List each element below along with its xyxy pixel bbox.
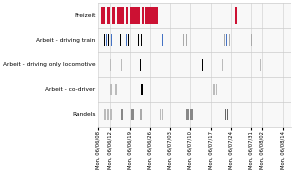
Bar [162,109,163,120]
Bar [229,34,230,46]
Bar [107,109,108,120]
Bar [121,59,122,71]
Bar [160,109,161,120]
Bar [112,7,115,24]
Bar [225,109,226,120]
Bar [104,34,105,46]
Bar [142,7,144,24]
Bar [101,7,105,24]
Bar [106,34,107,46]
Bar [145,7,158,24]
Bar [235,7,237,24]
Bar [141,84,143,95]
Bar [110,109,111,120]
Bar [140,59,141,71]
Bar [128,34,129,46]
Bar [141,34,142,46]
Bar [116,84,117,95]
Bar [110,84,112,95]
Bar [222,59,223,71]
Bar [131,109,133,120]
Bar [186,34,187,46]
Bar [107,7,110,24]
Bar [138,34,139,46]
Bar [105,109,106,120]
Bar [191,109,193,120]
Bar [183,34,184,46]
Bar [108,109,109,120]
Bar [126,7,128,24]
Bar [186,109,189,120]
Bar [120,34,121,46]
Bar [226,34,227,46]
Bar [227,109,228,120]
Bar [216,84,218,95]
Bar [117,7,124,24]
Bar [111,109,112,120]
Bar [223,34,225,46]
Bar [110,59,111,71]
Bar [213,84,215,95]
Bar [202,59,203,71]
Bar [108,34,109,46]
Bar [140,109,142,120]
Bar [104,109,105,120]
Bar [111,34,112,46]
Bar [251,34,252,46]
Bar [121,109,123,120]
Bar [162,34,163,46]
Bar [130,7,140,24]
